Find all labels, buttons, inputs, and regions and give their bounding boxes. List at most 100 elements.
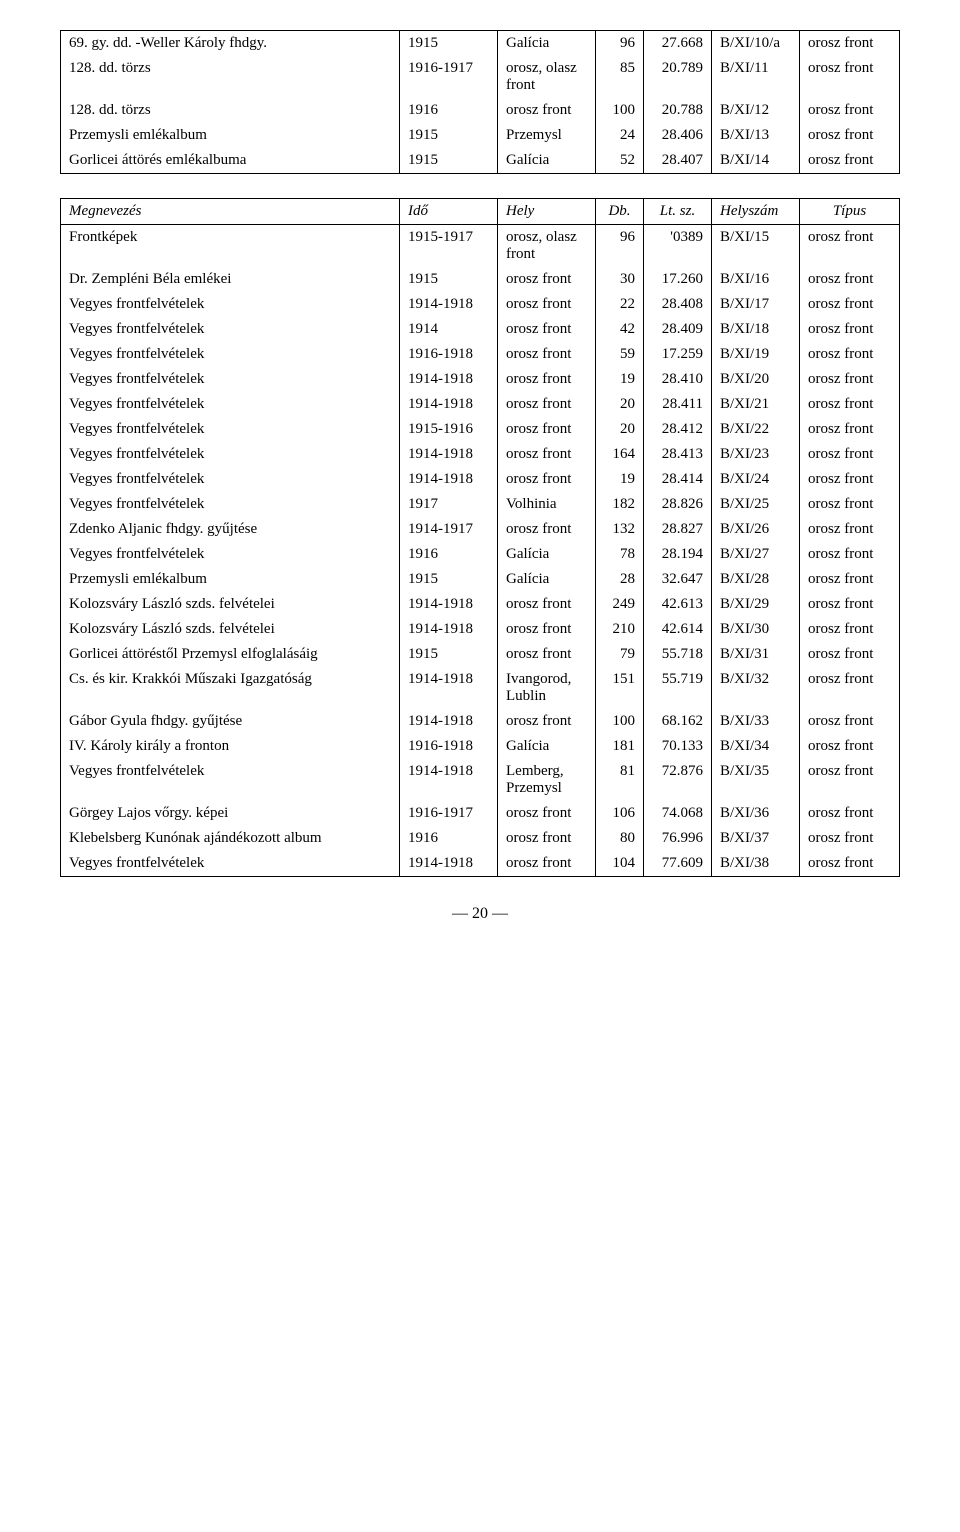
cell-lt: 28.826 bbox=[644, 492, 712, 517]
cell-ido: 1914-1918 bbox=[400, 442, 498, 467]
cell-name: 128. dd. törzs bbox=[61, 56, 400, 98]
cell-hely: orosz, olasz front bbox=[498, 56, 596, 98]
cell-db: 22 bbox=[596, 292, 644, 317]
cell-hely: orosz front bbox=[498, 642, 596, 667]
header-lt: Lt. sz. bbox=[644, 199, 712, 225]
cell-helyszam: B/XI/36 bbox=[712, 801, 800, 826]
cell-hely: orosz front bbox=[498, 617, 596, 642]
cell-tipus: orosz front bbox=[800, 492, 900, 517]
cell-helyszam: B/XI/15 bbox=[712, 225, 800, 268]
cell-name: Vegyes frontfelvételek bbox=[61, 317, 400, 342]
cell-ido: 1914-1918 bbox=[400, 367, 498, 392]
cell-db: 106 bbox=[596, 801, 644, 826]
cell-lt: 28.413 bbox=[644, 442, 712, 467]
cell-hely: orosz front bbox=[498, 801, 596, 826]
cell-lt: 28.407 bbox=[644, 148, 712, 174]
cell-hely: Ivangorod, Lublin bbox=[498, 667, 596, 709]
cell-ido: 1915 bbox=[400, 567, 498, 592]
cell-db: 28 bbox=[596, 567, 644, 592]
cell-lt: 28.194 bbox=[644, 542, 712, 567]
cell-tipus: orosz front bbox=[800, 567, 900, 592]
cell-db: 104 bbox=[596, 851, 644, 877]
cell-lt: 74.068 bbox=[644, 801, 712, 826]
cell-lt: '0389 bbox=[644, 225, 712, 268]
cell-tipus: orosz front bbox=[800, 367, 900, 392]
cell-name: 128. dd. törzs bbox=[61, 98, 400, 123]
cell-ido: 1914-1918 bbox=[400, 617, 498, 642]
cell-ido: 1916-1918 bbox=[400, 342, 498, 367]
table-top-body: 69. gy. dd. -Weller Károly fhdgy.1915Gal… bbox=[61, 31, 900, 174]
cell-ido: 1914-1917 bbox=[400, 517, 498, 542]
cell-tipus: orosz front bbox=[800, 342, 900, 367]
cell-helyszam: B/XI/28 bbox=[712, 567, 800, 592]
cell-name: Kolozsváry László szds. felvételei bbox=[61, 592, 400, 617]
cell-ido: 1914-1918 bbox=[400, 709, 498, 734]
cell-lt: 28.408 bbox=[644, 292, 712, 317]
table-row: Vegyes frontfelvételek1914-1918Lemberg, … bbox=[61, 759, 900, 801]
cell-hely: orosz front bbox=[498, 267, 596, 292]
cell-helyszam: B/XI/32 bbox=[712, 667, 800, 709]
cell-db: 96 bbox=[596, 31, 644, 57]
cell-tipus: orosz front bbox=[800, 442, 900, 467]
cell-tipus: orosz front bbox=[800, 31, 900, 57]
cell-name: Görgey Lajos vőrgy. képei bbox=[61, 801, 400, 826]
table-row: Kolozsváry László szds. felvételei1914-1… bbox=[61, 592, 900, 617]
table-row: Zdenko Aljanic fhdgy. gyűjtése1914-1917o… bbox=[61, 517, 900, 542]
table-row: Vegyes frontfelvételek1914-1918orosz fro… bbox=[61, 467, 900, 492]
cell-lt: 32.647 bbox=[644, 567, 712, 592]
cell-hely: orosz front bbox=[498, 292, 596, 317]
cell-db: 132 bbox=[596, 517, 644, 542]
cell-hely: orosz front bbox=[498, 467, 596, 492]
table-row: Przemysli emlékalbum1915Przemysl2428.406… bbox=[61, 123, 900, 148]
cell-ido: 1914-1918 bbox=[400, 392, 498, 417]
cell-ido: 1914-1918 bbox=[400, 667, 498, 709]
cell-helyszam: B/XI/10/a bbox=[712, 31, 800, 57]
cell-tipus: orosz front bbox=[800, 148, 900, 174]
cell-hely: Galícia bbox=[498, 148, 596, 174]
cell-name: Vegyes frontfelvételek bbox=[61, 492, 400, 517]
cell-hely: orosz front bbox=[498, 98, 596, 123]
table-row: Przemysli emlékalbum1915Galícia2832.647B… bbox=[61, 567, 900, 592]
cell-ido: 1915 bbox=[400, 267, 498, 292]
cell-ido: 1915 bbox=[400, 123, 498, 148]
cell-name: Gorlicei áttörés emlékalbuma bbox=[61, 148, 400, 174]
cell-lt: 42.614 bbox=[644, 617, 712, 642]
cell-helyszam: B/XI/11 bbox=[712, 56, 800, 98]
cell-lt: 55.719 bbox=[644, 667, 712, 709]
cell-ido: 1916 bbox=[400, 542, 498, 567]
cell-helyszam: B/XI/33 bbox=[712, 709, 800, 734]
cell-helyszam: B/XI/30 bbox=[712, 617, 800, 642]
cell-tipus: orosz front bbox=[800, 709, 900, 734]
cell-hely: Galícia bbox=[498, 734, 596, 759]
cell-helyszam: B/XI/31 bbox=[712, 642, 800, 667]
table-row: Vegyes frontfelvételek1914-1918orosz fro… bbox=[61, 442, 900, 467]
cell-db: 164 bbox=[596, 442, 644, 467]
table-row: Vegyes frontfelvételek1915-1916orosz fro… bbox=[61, 417, 900, 442]
cell-db: 79 bbox=[596, 642, 644, 667]
cell-lt: 28.414 bbox=[644, 467, 712, 492]
cell-name: Cs. és kir. Krakkói Műszaki Igazgatóság bbox=[61, 667, 400, 709]
cell-db: 210 bbox=[596, 617, 644, 642]
cell-db: 80 bbox=[596, 826, 644, 851]
cell-name: Frontképek bbox=[61, 225, 400, 268]
table-row: 69. gy. dd. -Weller Károly fhdgy.1915Gal… bbox=[61, 31, 900, 57]
cell-tipus: orosz front bbox=[800, 517, 900, 542]
cell-name: Vegyes frontfelvételek bbox=[61, 417, 400, 442]
cell-lt: 70.133 bbox=[644, 734, 712, 759]
cell-lt: 20.788 bbox=[644, 98, 712, 123]
cell-name: Vegyes frontfelvételek bbox=[61, 392, 400, 417]
cell-tipus: orosz front bbox=[800, 123, 900, 148]
table-row: Frontképek1915-1917orosz, olasz front96'… bbox=[61, 225, 900, 268]
cell-helyszam: B/XI/29 bbox=[712, 592, 800, 617]
cell-db: 85 bbox=[596, 56, 644, 98]
cell-lt: 17.260 bbox=[644, 267, 712, 292]
cell-tipus: orosz front bbox=[800, 542, 900, 567]
cell-ido: 1916-1918 bbox=[400, 734, 498, 759]
cell-ido: 1914-1918 bbox=[400, 292, 498, 317]
cell-db: 182 bbox=[596, 492, 644, 517]
table-row: Klebelsberg Kunónak ajándékozott album19… bbox=[61, 826, 900, 851]
cell-helyszam: B/XI/24 bbox=[712, 467, 800, 492]
cell-db: 24 bbox=[596, 123, 644, 148]
cell-db: 19 bbox=[596, 367, 644, 392]
cell-lt: 42.613 bbox=[644, 592, 712, 617]
